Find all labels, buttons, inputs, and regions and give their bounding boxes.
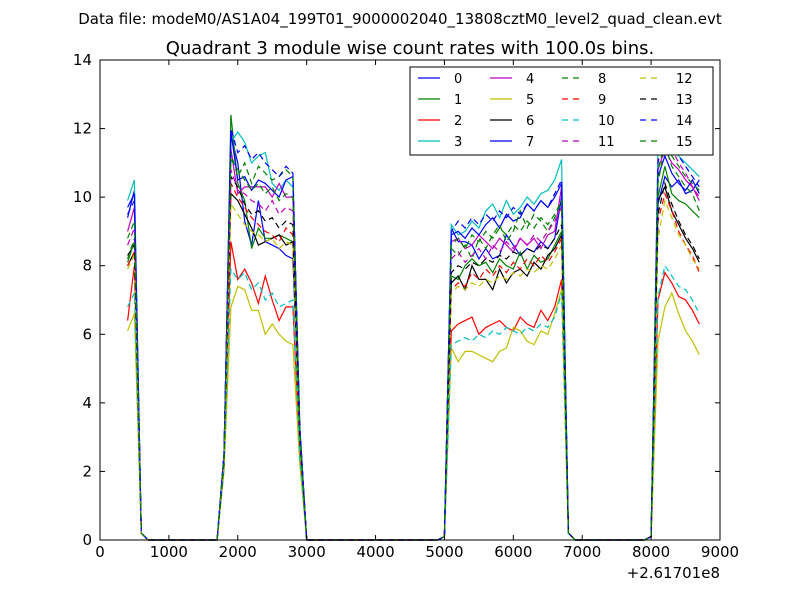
legend-label-0: 0 [454,72,462,87]
legend-label-10: 10 [598,114,615,129]
series-line-8 [127,140,700,541]
legend-label-11: 11 [598,135,615,150]
x-tick-label: 3000 [288,543,326,561]
x-tick-label: 2000 [219,543,257,561]
x-tick-label: 9000 [701,543,739,561]
y-tick-label: 14 [73,51,92,69]
series-line-12 [127,198,700,541]
y-tick-label: 6 [82,325,92,343]
legend-label-4: 4 [526,72,534,87]
legend-label-2: 2 [454,114,462,129]
series-line-6 [127,185,700,541]
data-file-label: Data file: modeM0/AS1A04_199T01_90000020… [78,10,722,29]
x-offset-label: +2.61701e8 [627,564,720,582]
legend-label-9: 9 [598,93,606,108]
series-line-0 [127,135,700,541]
chart-title: Quadrant 3 module wise count rates with … [166,38,655,59]
legend-label-1: 1 [454,93,462,108]
series-line-3 [127,130,700,541]
series-layer [127,114,700,541]
x-tick-label: 1000 [150,543,188,561]
legend-box [409,66,714,156]
series-line-2 [127,241,700,541]
series-line-13 [127,174,700,541]
y-tick-label: 10 [73,188,92,206]
x-tick-label: 4000 [356,543,394,561]
y-tick-label: 2 [82,462,92,480]
legend-label-8: 8 [598,72,606,87]
legend-label-14: 14 [676,114,693,129]
x-tick-label: 7000 [563,543,601,561]
series-line-10 [127,264,700,541]
plot-frame [99,59,721,541]
legend-label-5: 5 [526,93,534,108]
y-tick-label: 0 [82,531,92,549]
tick-layer: 0 1000 2000 3000 4000 5000 6000 7000 8000 9000 0 2 4… [73,51,739,561]
series-line-5 [127,285,700,541]
series-line-15 [127,145,700,541]
y-tick-label: 8 [82,257,92,275]
x-tick-label: 8000 [632,543,670,561]
series-line-7 [127,131,700,541]
legend-label-3: 3 [454,135,462,150]
series-line-4 [127,147,700,541]
legend-label-15: 15 [676,135,693,150]
series-line-14 [127,126,700,541]
y-tick-label: 12 [73,120,92,138]
series-line-9 [127,183,700,541]
x-tick-label: 0 [95,543,105,561]
legend-label-6: 6 [526,114,534,129]
y-tick-label: 4 [82,394,92,412]
x-tick-label: 5000 [425,543,463,561]
x-tick-label: 6000 [494,543,532,561]
legend-label-7: 7 [526,135,534,150]
series-line-11 [127,130,700,541]
series-line-1 [127,114,700,541]
legend-label-13: 13 [676,93,693,108]
legend-label-12: 12 [676,72,693,87]
